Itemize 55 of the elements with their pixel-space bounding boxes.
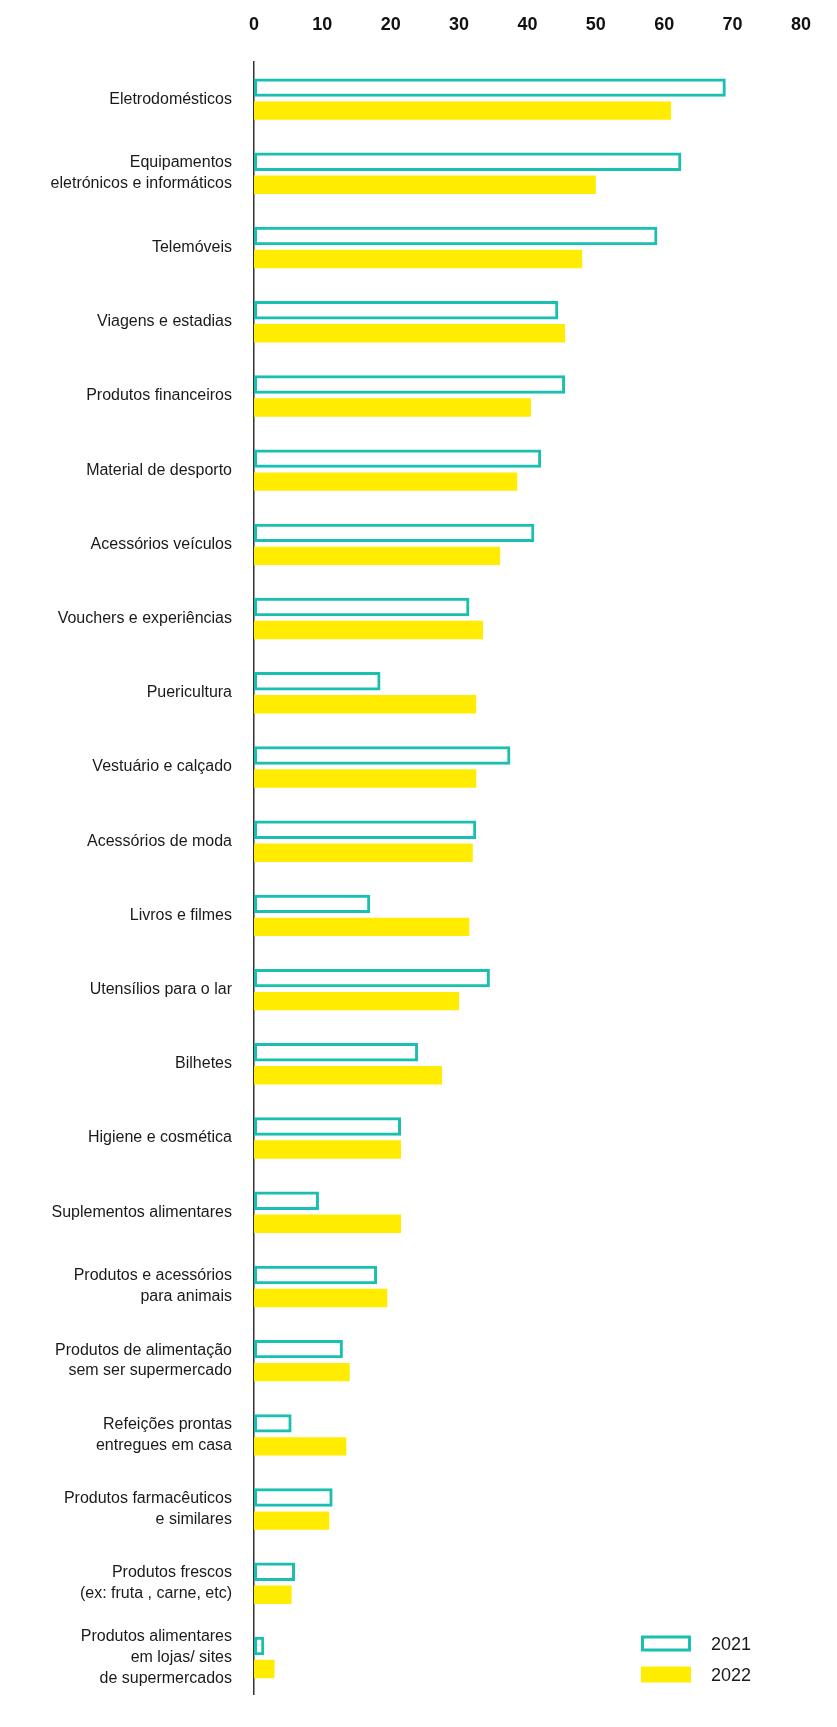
y-tick-label: Bilhetes <box>175 1054 232 1072</box>
bar <box>254 101 672 120</box>
y-tick-label: Viagens e estadias <box>97 312 232 330</box>
y-tick-label: Material de desporto <box>86 460 233 478</box>
bar <box>254 1585 292 1604</box>
bar <box>254 1437 347 1456</box>
y-tick-label: Vestuário e calçado <box>92 757 233 775</box>
y-tick-label: Vouchers e experiências <box>57 608 232 626</box>
bar <box>254 472 518 491</box>
x-tick-label: 70 <box>722 14 743 35</box>
bar <box>254 1066 443 1085</box>
y-tick-label: Produtos de alimentação sem ser supermercado <box>55 1340 233 1379</box>
bar <box>254 991 460 1011</box>
y-tick-label: Produtos financeiros <box>86 386 232 404</box>
x-tick-label: 20 <box>380 14 401 35</box>
y-tick-label: Higiene e cosmética <box>87 1128 233 1146</box>
x-tick-label: 50 <box>585 14 606 35</box>
bar <box>254 249 583 269</box>
y-tick-label: Eletrodomésticos <box>109 89 232 107</box>
y-tick-label: Livros e filmes <box>129 905 232 923</box>
legend-label: 2021 <box>710 1633 752 1654</box>
y-tick-label: Acessórios de moda <box>87 831 233 849</box>
y-tick-label: Refeições prontas entregues em casa <box>95 1414 233 1453</box>
bar <box>254 620 484 640</box>
y-tick-label: Equipamentos eletrónicos e informáticos <box>50 153 232 192</box>
y-tick-label: Puericultura <box>146 683 233 701</box>
bar <box>254 175 596 195</box>
y-tick-label: Produtos alimentares em lojas/ sites de supermercados <box>80 1627 232 1686</box>
bar <box>254 1288 388 1308</box>
bar <box>254 769 477 788</box>
x-tick-label: 80 <box>790 14 811 35</box>
bar <box>254 1659 275 1679</box>
y-tick-label: Telemóveis <box>151 237 232 255</box>
bar <box>254 398 531 417</box>
y-tick-label: Produtos e acessórios para animais <box>73 1266 232 1305</box>
y-tick-label: Utensílios para o lar <box>89 980 233 998</box>
y-tick-label: Produtos farmacêuticos e similares <box>63 1489 232 1527</box>
y-tick-label: Suplementos alimentares <box>51 1202 232 1220</box>
x-tick-label: 40 <box>517 14 538 35</box>
legend-label: 2022 <box>710 1664 752 1685</box>
bar <box>254 1140 401 1159</box>
bar <box>254 843 473 862</box>
x-tick-label: 60 <box>654 14 675 35</box>
x-tick-label: 10 <box>312 14 333 35</box>
bar <box>254 695 477 714</box>
bar <box>254 1362 350 1382</box>
x-tick-label: 30 <box>449 14 470 35</box>
bar <box>254 1511 330 1530</box>
bar <box>254 546 501 566</box>
bar <box>254 917 470 937</box>
bar <box>254 324 566 343</box>
x-tick-label: 0 <box>248 14 260 35</box>
y-tick-label: Acessórios veículos <box>90 534 232 552</box>
bar <box>254 1214 401 1233</box>
y-tick-label: Produtos frescos (ex: fruta , carne, etc) <box>79 1563 232 1602</box>
